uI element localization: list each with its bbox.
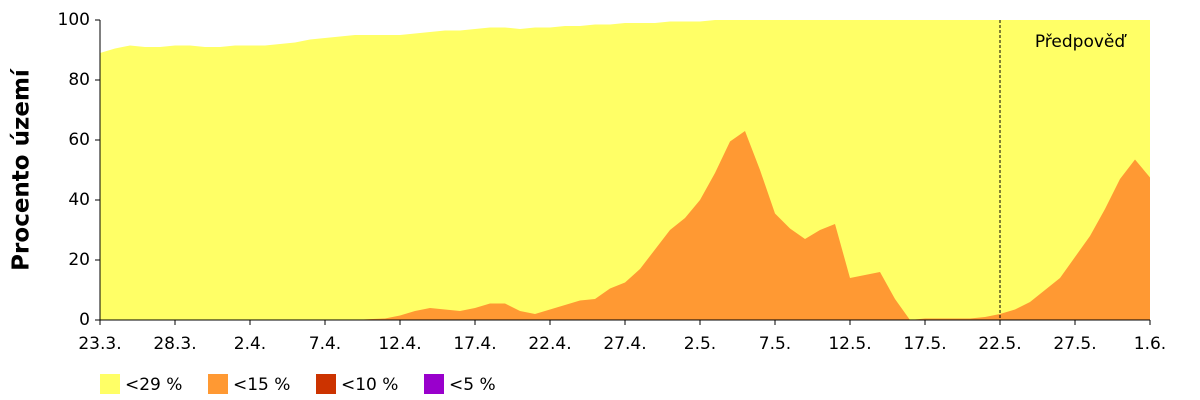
y-tick-label: 80 xyxy=(68,70,90,90)
x-tick-label: 17.4. xyxy=(453,334,496,354)
x-tick-label: 2.5. xyxy=(684,334,716,354)
legend-swatch xyxy=(424,374,444,394)
area xyxy=(100,131,1150,320)
y-tick-label: 100 xyxy=(58,10,90,30)
x-tick-label: 7.5. xyxy=(759,334,791,354)
y-tick-label: 40 xyxy=(68,190,90,210)
y-tick-label: 60 xyxy=(68,130,90,150)
x-tick-label: 12.5. xyxy=(828,334,871,354)
legend-swatch xyxy=(100,374,120,394)
legend-swatch xyxy=(208,374,228,394)
annotation: Předpověď xyxy=(1035,32,1128,52)
x-tick-label: 2.4. xyxy=(234,334,266,354)
y-tick-label: 20 xyxy=(68,250,90,270)
legend-label: <15 % xyxy=(233,375,290,395)
x-tick-label: 7.4. xyxy=(309,334,341,354)
x-tick-label: 27.4. xyxy=(603,334,646,354)
legend-label: <29 % xyxy=(125,375,182,395)
x-tick-label: 12.4. xyxy=(378,334,421,354)
x-tick-label: 28.3. xyxy=(153,334,196,354)
x-tick-label: 1.6. xyxy=(1134,334,1166,354)
x-tick-label: 22.5. xyxy=(978,334,1021,354)
area xyxy=(100,20,1150,320)
x-tick-label: 22.4. xyxy=(528,334,571,354)
x-tick-label: 27.5. xyxy=(1053,334,1096,354)
y-tick-label: 0 xyxy=(79,310,90,330)
x-tick-label: 17.5. xyxy=(903,334,946,354)
y-axis-label: Procento území xyxy=(9,68,35,271)
legend-swatch xyxy=(316,374,336,394)
legend-label: <10 % xyxy=(341,375,398,395)
legend-label: <5 % xyxy=(449,375,496,395)
x-tick-label: 23.3. xyxy=(78,334,121,354)
